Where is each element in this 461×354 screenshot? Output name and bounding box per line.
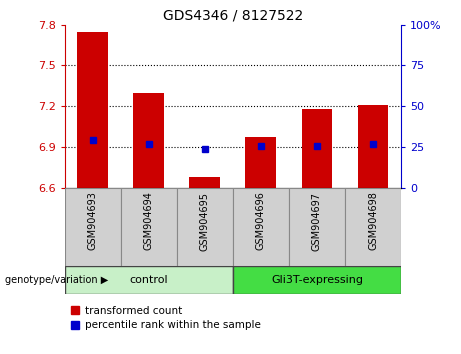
Bar: [133, 93, 164, 188]
Bar: [301, 109, 332, 188]
Text: GSM904693: GSM904693: [88, 192, 98, 250]
Bar: [65, 188, 121, 266]
Bar: [233, 266, 401, 294]
Bar: [121, 188, 177, 266]
Text: genotype/variation ▶: genotype/variation ▶: [5, 275, 108, 285]
Bar: [177, 188, 233, 266]
Text: GSM904694: GSM904694: [144, 192, 154, 250]
Text: control: control: [130, 275, 168, 285]
Text: GSM904696: GSM904696: [256, 192, 266, 250]
Bar: [77, 32, 108, 188]
Text: GSM904695: GSM904695: [200, 192, 210, 251]
Bar: [65, 266, 233, 294]
Bar: [289, 188, 345, 266]
Bar: [358, 105, 389, 188]
Bar: [233, 188, 289, 266]
Bar: [189, 177, 220, 188]
Text: Gli3T-expressing: Gli3T-expressing: [271, 275, 363, 285]
Bar: [345, 188, 401, 266]
Text: GSM904697: GSM904697: [312, 192, 322, 251]
Title: GDS4346 / 8127522: GDS4346 / 8127522: [163, 8, 303, 22]
Text: GSM904698: GSM904698: [368, 192, 378, 250]
Legend: transformed count, percentile rank within the sample: transformed count, percentile rank withi…: [70, 306, 261, 330]
Bar: [245, 137, 276, 188]
